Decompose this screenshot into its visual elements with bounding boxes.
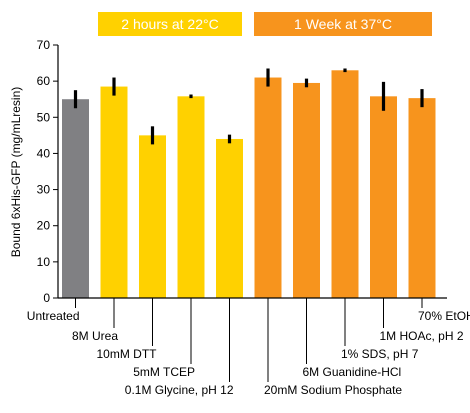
bar	[177, 96, 205, 298]
bar	[370, 96, 397, 298]
bar	[254, 77, 282, 299]
bar	[100, 86, 128, 298]
category-label: 1M HOAc, pH 2	[380, 329, 464, 343]
bar	[293, 82, 320, 298]
bar	[408, 98, 436, 298]
bar	[139, 135, 166, 298]
y-tick-label: 40	[37, 146, 51, 160]
group-banner-label: 1 Week at 37°C	[294, 16, 392, 32]
y-tick-label: 0	[43, 291, 50, 305]
category-label: 0.1M Glycine, pH 12	[125, 383, 234, 397]
y-tick-label: 50	[37, 110, 51, 124]
category-label: Untreated	[27, 309, 80, 323]
y-axis-label: Bound 6xHis-GFP (mg/mLresin)	[9, 87, 23, 258]
axes-layer: 0 10 20 30 40 50 60 70	[37, 38, 447, 305]
bar	[216, 138, 243, 298]
group-banner-1-week: 1 Week at 37°C	[254, 12, 432, 36]
category-label: 1% SDS, pH 7	[341, 347, 419, 361]
y-tick-label: 60	[37, 74, 51, 88]
y-tick-label: 20	[37, 219, 51, 233]
group-banner-2-hours: 2 hours at 22°C	[98, 12, 242, 36]
category-label: 5mM TCEP	[133, 365, 195, 379]
category-label: 70% EtOH	[418, 309, 470, 323]
category-label: 10mM DTT	[97, 347, 158, 361]
group-banner-label: 2 hours at 22°C	[121, 16, 219, 32]
bar	[62, 99, 89, 298]
category-label: 6M Guanidine-HCl	[303, 365, 402, 379]
bars-layer	[62, 70, 436, 299]
category-label: 8M Urea	[72, 329, 118, 343]
error-bars-layer	[73, 68, 424, 145]
category-label: 20mM Sodium Phosphate	[264, 383, 402, 397]
y-tick-label: 10	[37, 255, 51, 269]
y-tick-label: 30	[37, 183, 51, 197]
category-labels-layer: Untreated 8M Urea 10mM DTT 5mM TCEP 0.1M Gly…	[27, 298, 470, 397]
bar	[331, 70, 359, 298]
y-tick-label: 70	[37, 38, 51, 52]
